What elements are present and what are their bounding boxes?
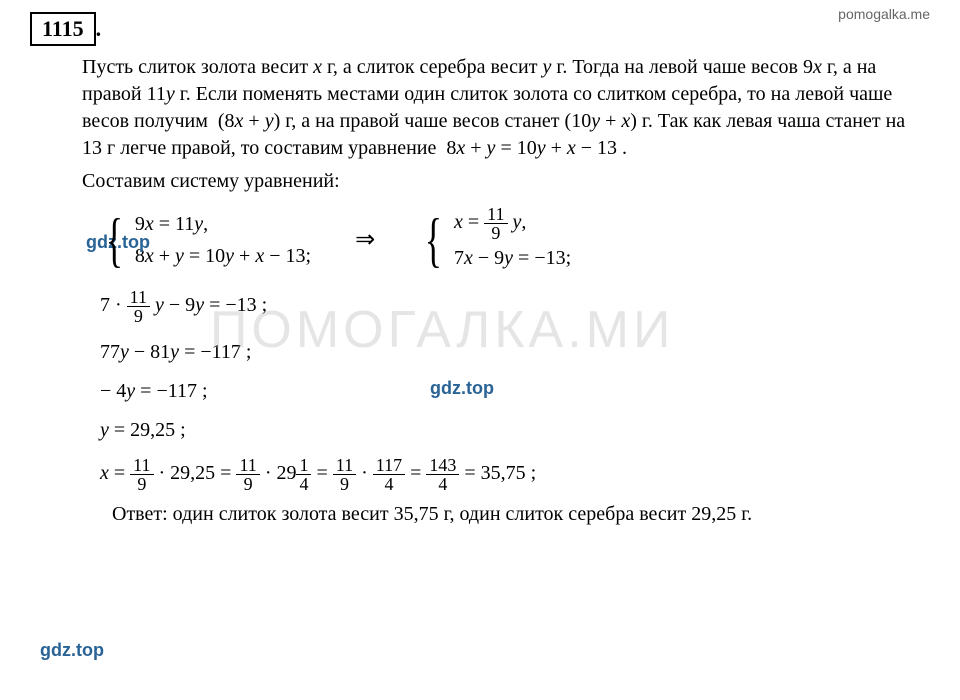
mathline-2: 77y − 81y = −117 ;	[100, 341, 930, 364]
eq-left-2: 8x + y = 10y + x − 13;	[135, 240, 311, 272]
right-equations: x = 119 y, 7x − 9y = −13;	[454, 205, 571, 274]
left-equations: 9x = 11y, 8x + y = 10y + x − 13;	[135, 208, 311, 272]
equation-system-row: { 9x = 11y, 8x + y = 10y + x − 13; ⇒ { x…	[100, 205, 930, 274]
paragraph-2: Составим систему уравнений:	[82, 168, 930, 195]
mathline-1: 7 · 119 y − 9y = −13 ;	[100, 288, 930, 325]
watermark-gdz-2: gdz.top	[430, 378, 494, 399]
implies-arrow: ⇒	[355, 225, 375, 254]
watermark-gdz-3: gdz.top	[40, 640, 104, 661]
eq-right-1: x = 119 y,	[454, 205, 571, 242]
mathline-4: y = 29,25 ;	[100, 419, 930, 442]
page: pomogalka.me 1115. Пусть слиток золота в…	[0, 0, 960, 700]
answer-line: Ответ: один слиток золота весит 35,75 г,…	[82, 503, 930, 526]
mathline-3: − 4y = −117 ;	[100, 380, 930, 403]
mathline-5: x = 119 · 29,25 = 119 · 2914 = 119 · 117…	[100, 456, 930, 493]
problem-heading: 1115.	[30, 12, 930, 46]
left-brace-1: {	[106, 213, 123, 267]
problem-number-box: 1115	[30, 12, 96, 46]
left-brace-2: {	[425, 213, 442, 267]
problem-number-dot: .	[96, 16, 102, 41]
eq-right-2: 7x − 9y = −13;	[454, 242, 571, 274]
system-right: { x = 119 y, 7x − 9y = −13;	[419, 205, 571, 274]
paragraph-1: Пусть слиток золота весит x г, а слиток …	[82, 54, 930, 162]
eq-left-1: 9x = 11y,	[135, 208, 311, 240]
source-watermark: pomogalka.me	[838, 6, 930, 22]
